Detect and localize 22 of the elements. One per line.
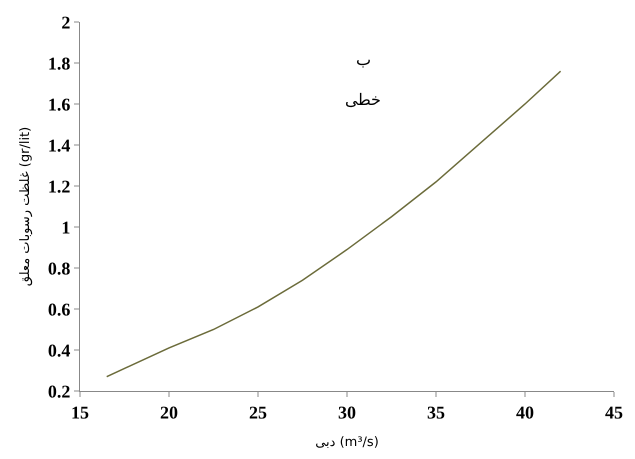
y-axis-title: غلظت رسوبات معلق (gr/lit) — [18, 126, 33, 286]
annotation: ب — [356, 50, 371, 69]
x-axis-title: دبی (m³/s) — [315, 435, 379, 450]
x-tick-label: 25 — [249, 402, 267, 423]
x-tick-label: 20 — [160, 402, 178, 423]
y-tick-label: 0.2 — [48, 381, 70, 402]
y-tick-label: 1 — [61, 217, 70, 238]
y-tick-label: 1.6 — [48, 94, 70, 114]
y-tick-label: 0.6 — [48, 299, 70, 320]
annotation: خطی — [345, 90, 381, 109]
line-series — [106, 70, 562, 378]
y-tick-label: 1.4 — [48, 135, 70, 156]
y-tick-label: 2 — [61, 12, 70, 32]
x-tick-label: 15 — [71, 402, 89, 423]
x-tick-label: 35 — [427, 402, 445, 423]
y-tick-label: 1.2 — [48, 176, 70, 196]
x-tick-label: 40 — [516, 402, 534, 423]
x-tick-label: 45 — [605, 402, 623, 423]
x-tick-label: 30 — [338, 402, 356, 423]
y-tick-label: 0.4 — [48, 340, 70, 360]
y-tick-label: 1.8 — [48, 53, 70, 74]
y-tick-label: 0.8 — [48, 258, 70, 278]
